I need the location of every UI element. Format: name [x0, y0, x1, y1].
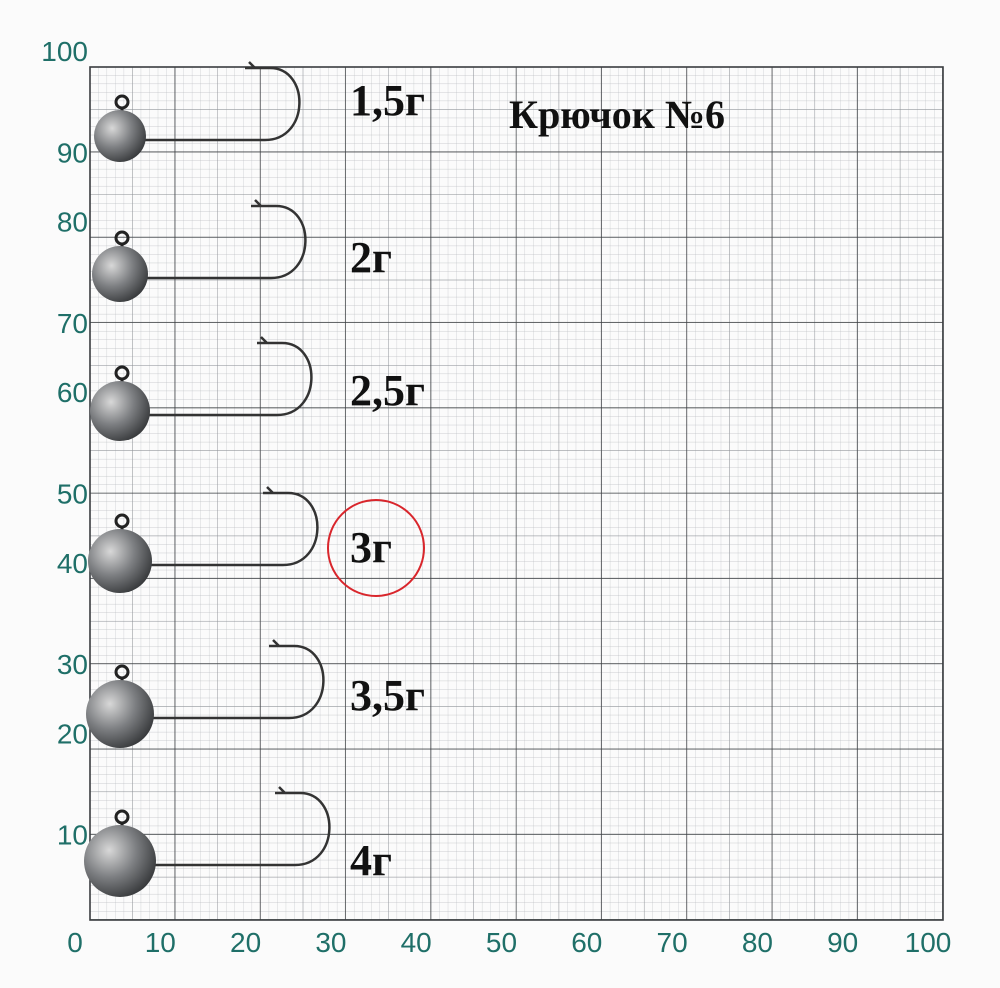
lead-head [84, 825, 156, 897]
hook [120, 199, 307, 280]
graph-paper [89, 66, 944, 921]
hook [120, 61, 301, 142]
y-axis-label: 90 [57, 137, 88, 168]
hook [120, 639, 325, 720]
x-axis-label: 80 [742, 927, 773, 958]
weight-label: 2,5г [350, 366, 425, 415]
lead-head [86, 680, 154, 748]
y-axis-label: 100 [41, 36, 88, 67]
x-axis-label: 60 [571, 927, 602, 958]
weight-label: 2г [350, 233, 392, 282]
lead-head [92, 246, 148, 302]
weight-label: 1,5г [350, 76, 425, 125]
y-axis-label: 30 [57, 649, 88, 680]
y-axis-label: 40 [57, 548, 88, 579]
weight-label: 3,5г [350, 671, 425, 720]
hook [120, 336, 313, 417]
jig-heads [84, 61, 331, 897]
lead-head [88, 529, 152, 593]
y-axis-label: 80 [57, 207, 88, 238]
y-axis-label: 70 [57, 308, 88, 339]
x-axis-label: 100 [905, 927, 952, 958]
y-axis-label: 60 [57, 377, 88, 408]
weight-label: 3г [350, 523, 392, 572]
x-axis-label: 30 [315, 927, 346, 958]
x-axis-label: 70 [657, 927, 688, 958]
highlight-circle [327, 499, 425, 597]
x-axis-label: 90 [827, 927, 858, 958]
x-axis-label: 50 [486, 927, 517, 958]
lead-head [90, 381, 150, 441]
x-axis-label: 40 [401, 927, 432, 958]
y-axis-label: 20 [57, 718, 88, 749]
weight-label: 4г [350, 836, 392, 885]
y-axis-label: 10 [57, 820, 88, 851]
x-axis-label: 10 [145, 927, 176, 958]
x-axis-label: 20 [230, 927, 261, 958]
lead-head [94, 110, 146, 162]
title: Крючок №6 [509, 92, 725, 137]
x-axis-label: 0 [67, 927, 83, 958]
y-axis-label: 50 [57, 479, 88, 510]
hook [120, 486, 319, 567]
hook [120, 786, 331, 867]
